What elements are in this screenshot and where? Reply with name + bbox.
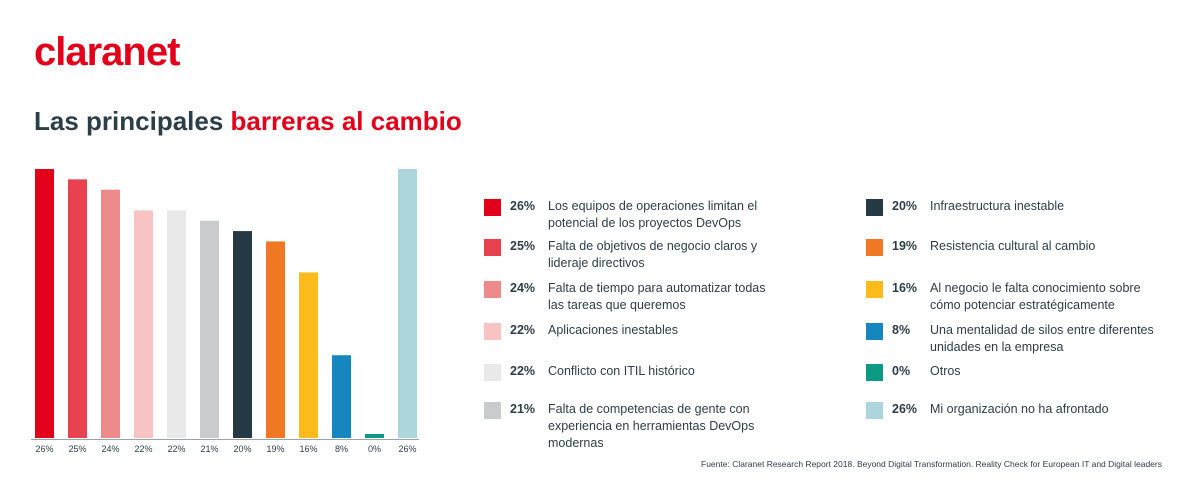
legend-percent: 16% [892, 281, 918, 295]
title-part-2: barreras al cambio [230, 106, 462, 136]
legend-percent: 22% [510, 364, 536, 378]
bar-10 [332, 355, 351, 438]
bar-label-10: 8% [335, 444, 348, 454]
legend-label: Mi organización no ha afrontado [930, 402, 1109, 416]
legend-swatch [866, 281, 883, 298]
bar-5 [167, 210, 186, 438]
legend-percent: 26% [892, 402, 918, 416]
bar-label-8: 19% [266, 444, 284, 454]
legend-swatch [484, 281, 501, 298]
legend-percent: 22% [510, 323, 536, 337]
legend-swatch [866, 323, 883, 340]
legend-percent: 26% [510, 199, 536, 213]
claranet-logo: claranet [34, 30, 180, 74]
legend-swatch [866, 402, 883, 419]
bar-6 [200, 220, 219, 438]
bar-12 [398, 169, 417, 438]
bar-label-7: 20% [233, 444, 251, 454]
legend-label: Otros [930, 364, 961, 378]
bar-label-2: 25% [68, 444, 86, 454]
source-note: Fuente: Claranet Research Report 2018. B… [701, 459, 1162, 469]
legend-label: Resistencia cultural al cambio [930, 239, 1096, 253]
legend-percent: 8% [892, 323, 911, 337]
legend-label: Infraestructura inestable [930, 199, 1065, 213]
legend-label: Aplicaciones inestables [548, 323, 678, 337]
bar-9 [299, 272, 318, 438]
legend-swatch [484, 323, 501, 340]
legend-swatch [484, 364, 501, 381]
legend-label: Los equipos de operaciones limitan el po… [548, 199, 758, 230]
bar-2 [68, 179, 87, 438]
bar-label-11: 0% [368, 444, 381, 454]
bar-1 [35, 169, 54, 438]
legend-label: Falta de objetivos de negocio claros y l… [548, 239, 758, 270]
legend-swatch [866, 199, 883, 216]
bar-11 [365, 434, 384, 438]
bar-3 [101, 189, 120, 438]
title-part-1: Las principales [34, 106, 224, 136]
bar-label-1: 26% [35, 444, 53, 454]
bar-7 [233, 231, 252, 438]
legend-percent: 25% [510, 239, 536, 253]
legend-swatch [484, 402, 501, 419]
bar-label-12: 26% [398, 444, 416, 454]
legend-label: Conflicto con ITIL histórico [548, 364, 695, 378]
legend-percent: 21% [510, 402, 536, 416]
legend-swatch [866, 239, 883, 256]
bar-8 [266, 241, 285, 438]
bar-label-5: 22% [167, 444, 185, 454]
legend-label: Falta de competencias de gente con exper… [548, 402, 755, 450]
legend-percent: 20% [892, 199, 918, 213]
legend-percent: 19% [892, 239, 918, 253]
bar-label-6: 21% [200, 444, 218, 454]
legend-swatch [866, 364, 883, 381]
bar-label-3: 24% [101, 444, 119, 454]
legend-percent: 0% [892, 364, 911, 378]
bar-chart: 26% 25% 24% 22% 22% 21% 20% 19% 16% 8% 0% 26% [31, 169, 419, 454]
bar-label-9: 16% [299, 444, 317, 454]
bar-label-4: 22% [134, 444, 152, 454]
page-title: Las principales barreras al cambio [34, 106, 462, 137]
legend-swatch [484, 239, 501, 256]
legend-swatch [484, 199, 501, 216]
legend-percent: 24% [510, 281, 536, 295]
legend-label: Falta de tiempo para automatizar todas l… [548, 281, 766, 312]
legend-label: Una mentalidad de silos entre diferentes… [930, 323, 1154, 354]
bar-4 [134, 210, 153, 438]
legend-label: Al negocio le falta conocimiento sobre c… [930, 281, 1141, 312]
